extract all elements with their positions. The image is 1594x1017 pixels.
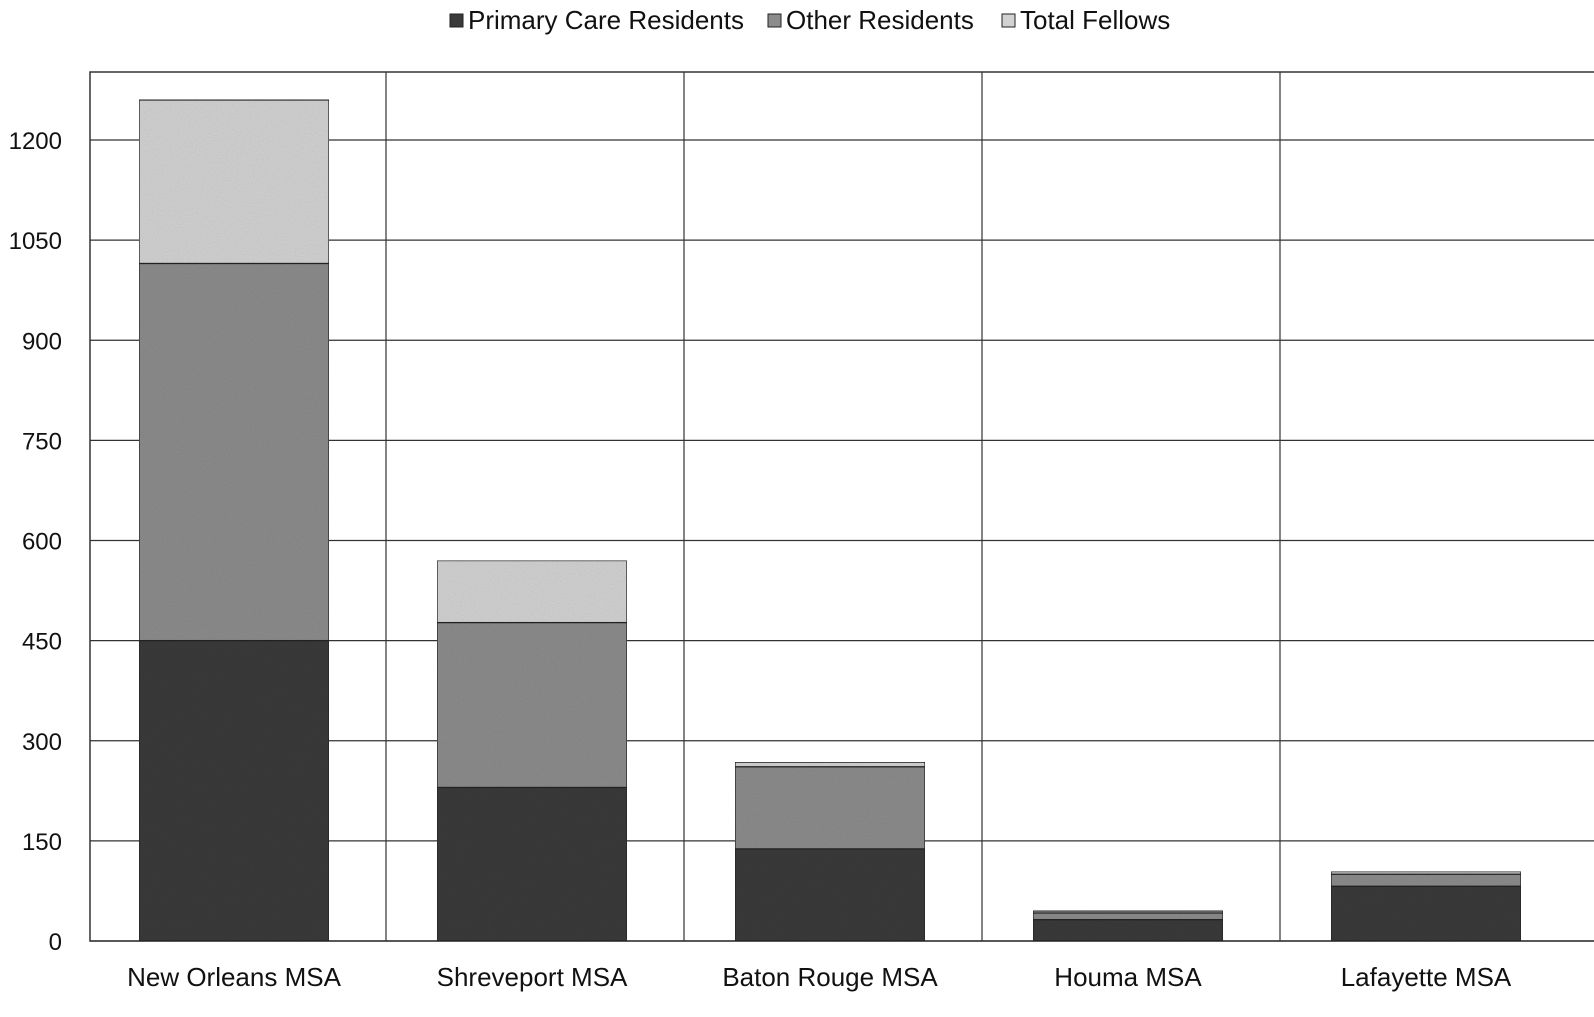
bar-group-houma-msa [1032, 910, 1224, 942]
y-tick-label: 600 [22, 529, 62, 556]
bar-total-fellows-baton-rouge-msa [734, 761, 926, 768]
y-tick-label: 450 [22, 629, 62, 656]
x-category-label: Lafayette MSA [1341, 962, 1512, 992]
legend-label: Other Residents [786, 5, 974, 35]
bar-other-residents-houma-msa [1032, 912, 1224, 921]
y-tick-label: 1200 [9, 128, 62, 155]
x-axis: New Orleans MSA Shreveport MSA Baton Rouge… [127, 962, 1512, 992]
bar-primary-care-residents-baton-rouge-msa [734, 848, 926, 942]
bar-other-residents-shreveport-msa [436, 621, 628, 789]
bar-primary-care-residents-new-orleans-msa [138, 639, 330, 942]
legend-swatch [449, 13, 464, 28]
y-tick-label: 1050 [9, 228, 62, 255]
bar-other-residents-lafayette-msa [1330, 873, 1522, 887]
legend: Primary Care Residents Other Residents Tot… [449, 5, 1170, 35]
x-category-label: Houma MSA [1054, 962, 1202, 992]
gridlines [89, 71, 1594, 942]
bar-other-residents-baton-rouge-msa [734, 766, 926, 850]
legend-label: Total Fellows [1020, 5, 1170, 35]
x-category-label: Shreveport MSA [437, 962, 628, 992]
legend-swatch [1001, 13, 1016, 28]
bar-primary-care-residents-shreveport-msa [436, 786, 628, 942]
legend-item-primary-care-residents: Primary Care Residents [449, 5, 744, 35]
y-tick-label: 900 [22, 328, 62, 355]
bars [138, 99, 1522, 942]
y-tick-label: 0 [49, 929, 62, 956]
bar-group-shreveport-msa [436, 559, 628, 942]
bar-total-fellows-new-orleans-msa [138, 99, 330, 265]
legend-item-total-fellows: Total Fellows [1001, 5, 1170, 35]
bar-group-new-orleans-msa [138, 99, 330, 942]
y-tick-label: 750 [22, 428, 62, 455]
bar-primary-care-residents-houma-msa [1032, 918, 1224, 942]
y-axis: 0 150 300 450 600 750 900 1050 1200 [9, 128, 62, 956]
bar-other-residents-new-orleans-msa [138, 262, 330, 642]
bar-total-fellows-shreveport-msa [436, 559, 628, 624]
bar-total-fellows-lafayette-msa [1330, 870, 1522, 875]
legend-item-other-residents: Other Residents [767, 5, 974, 35]
bar-primary-care-residents-lafayette-msa [1330, 885, 1522, 942]
bar-group-baton-rouge-msa [734, 761, 926, 942]
bar-total-fellows-houma-msa [1032, 910, 1224, 914]
legend-swatch [767, 13, 782, 28]
bar-group-lafayette-msa [1330, 870, 1522, 942]
y-tick-label: 300 [22, 729, 62, 756]
x-category-label: New Orleans MSA [127, 962, 341, 992]
legend-label: Primary Care Residents [468, 5, 744, 35]
x-category-label: Baton Rouge MSA [722, 962, 938, 992]
y-tick-label: 150 [22, 829, 62, 856]
